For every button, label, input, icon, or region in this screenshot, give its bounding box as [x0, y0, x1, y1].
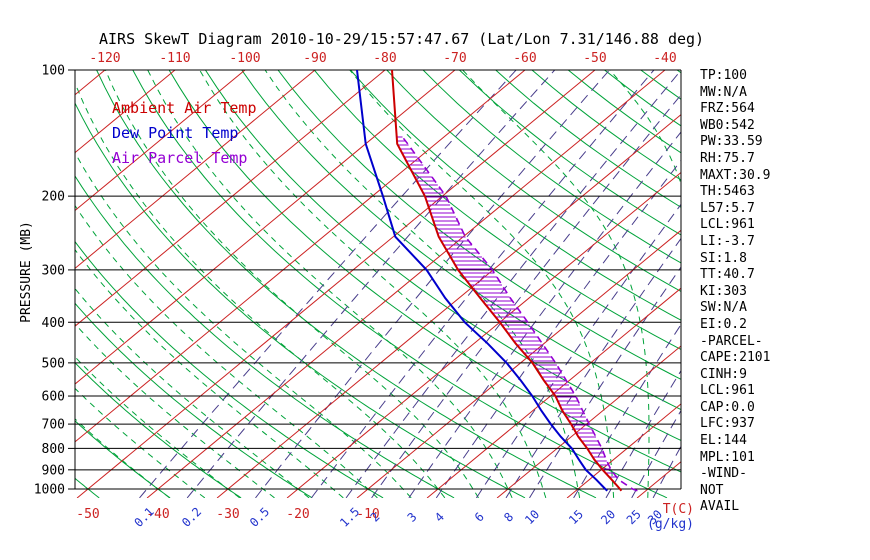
bottom-temp-label: -30: [216, 507, 239, 522]
cape-hatching: [396, 136, 617, 478]
stat-line: TT:40.7: [700, 267, 755, 283]
mixing-ratio-label: 3: [405, 510, 420, 525]
top-temp-label: -80: [373, 51, 396, 66]
stat-line: KI:303: [700, 283, 747, 299]
stats-panel: TP:100 MW:N/A FRZ:564 WB0:542 PW:33.59 RH:75.…: [700, 68, 770, 516]
pressure-tick-label: 800: [42, 442, 65, 457]
pressure-tick-label: 1000: [34, 483, 65, 498]
stat-line: MAXT:30.9: [700, 167, 771, 183]
pressure-tick-label: 600: [42, 390, 65, 405]
stat-line: EL:144: [700, 433, 747, 449]
bottom-temp-label: -50: [76, 507, 99, 522]
mixing-ratio-label: 6: [472, 510, 487, 525]
top-temp-label: -110: [159, 51, 190, 66]
legend-air-parcel-temp: Air Parcel Temp: [112, 149, 248, 167]
stat-line: CAPE:2101: [700, 350, 771, 366]
pressure-axis-label: PRESSURE (MB): [19, 221, 34, 323]
stat-line: FRZ:564: [700, 101, 755, 117]
stat-line: TP:100: [700, 68, 747, 83]
mixing-ratio-label: 0.2: [179, 505, 204, 530]
stat-line: SW:N/A: [700, 300, 747, 316]
pressure-tick-label: 900: [42, 463, 65, 478]
top-temp-label: -90: [303, 51, 326, 66]
isotherm-lines: [75, 70, 681, 498]
mixing-ratio-label: 8: [501, 510, 516, 525]
legend-ambient-air-temp: Ambient Air Temp: [112, 99, 257, 117]
stat-line: L57:5.7: [700, 200, 755, 216]
isobar-lines: [74, 69, 682, 490]
pressure-tick-label: 400: [42, 316, 65, 331]
stat-line: MW:N/A: [700, 84, 747, 100]
dewpoint-curve: [356, 70, 608, 492]
stat-line: NOT: [700, 482, 724, 498]
stat-line: CINH:9: [700, 366, 747, 382]
pressure-tick-label: 500: [42, 356, 65, 371]
mixing-ratio-label: 4: [432, 510, 447, 525]
chart-title: AIRS SkewT Diagram 2010-10-29/15:57:47.6…: [99, 30, 705, 48]
bottom-temp-label: -40: [146, 507, 169, 522]
mixing-ratio-label: 15: [566, 507, 586, 527]
ambient-temp-curve: [391, 70, 623, 492]
bottom-temp-label: -10: [356, 507, 379, 522]
stat-line: WB0:542: [700, 117, 755, 133]
legend-dew-point-temp: Dew Point Temp: [112, 124, 239, 142]
sounding-curves: [356, 70, 638, 492]
stat-line: LCL:961: [700, 217, 755, 233]
stat-line: -WIND-: [700, 466, 747, 482]
temp-unit-label: T(C): [663, 502, 694, 517]
top-temp-label: -50: [583, 51, 606, 66]
top-temp-label: -40: [653, 51, 676, 66]
legend: Ambient Air Temp Dew Point Temp Air Parc…: [112, 96, 257, 171]
stat-line: LFC:937: [700, 416, 755, 432]
stat-line: EI:0.2: [700, 316, 747, 332]
bottom-temp-label: -20: [286, 507, 309, 522]
pressure-tick-label: 700: [42, 418, 65, 433]
stat-line: LI:-3.7: [700, 233, 755, 249]
stat-line: TH:5463: [700, 184, 755, 200]
top-temp-label: -70: [443, 51, 466, 66]
pressure-tick-label: 300: [42, 263, 65, 278]
parcel-curve: [401, 135, 638, 492]
mixing-unit-label: (g/kg): [647, 517, 694, 532]
top-temp-label: -100: [229, 51, 260, 66]
mixing-ratio-label: 25: [624, 507, 644, 527]
stat-line: SI:1.8: [700, 250, 747, 266]
stat-line: AVAIL: [700, 499, 740, 515]
top-temp-label: -120: [89, 51, 120, 66]
stat-line: -PARCEL-: [700, 333, 763, 349]
stat-line: CAP:0.0: [700, 399, 755, 415]
stat-line: MPL:101: [700, 449, 755, 465]
mixing-ratio-label: 20: [598, 507, 618, 527]
stat-line: RH:75.7: [700, 150, 755, 166]
pressure-tick-label: 200: [42, 190, 65, 205]
mixing-ratio-label: 10: [522, 507, 542, 527]
top-temp-label: -60: [513, 51, 536, 66]
mixing-ratio-label: 0.5: [247, 505, 272, 530]
pressure-tick-label: 100: [42, 64, 65, 79]
stat-line: LCL:961: [700, 383, 755, 399]
stat-line: PW:33.59: [700, 134, 763, 150]
